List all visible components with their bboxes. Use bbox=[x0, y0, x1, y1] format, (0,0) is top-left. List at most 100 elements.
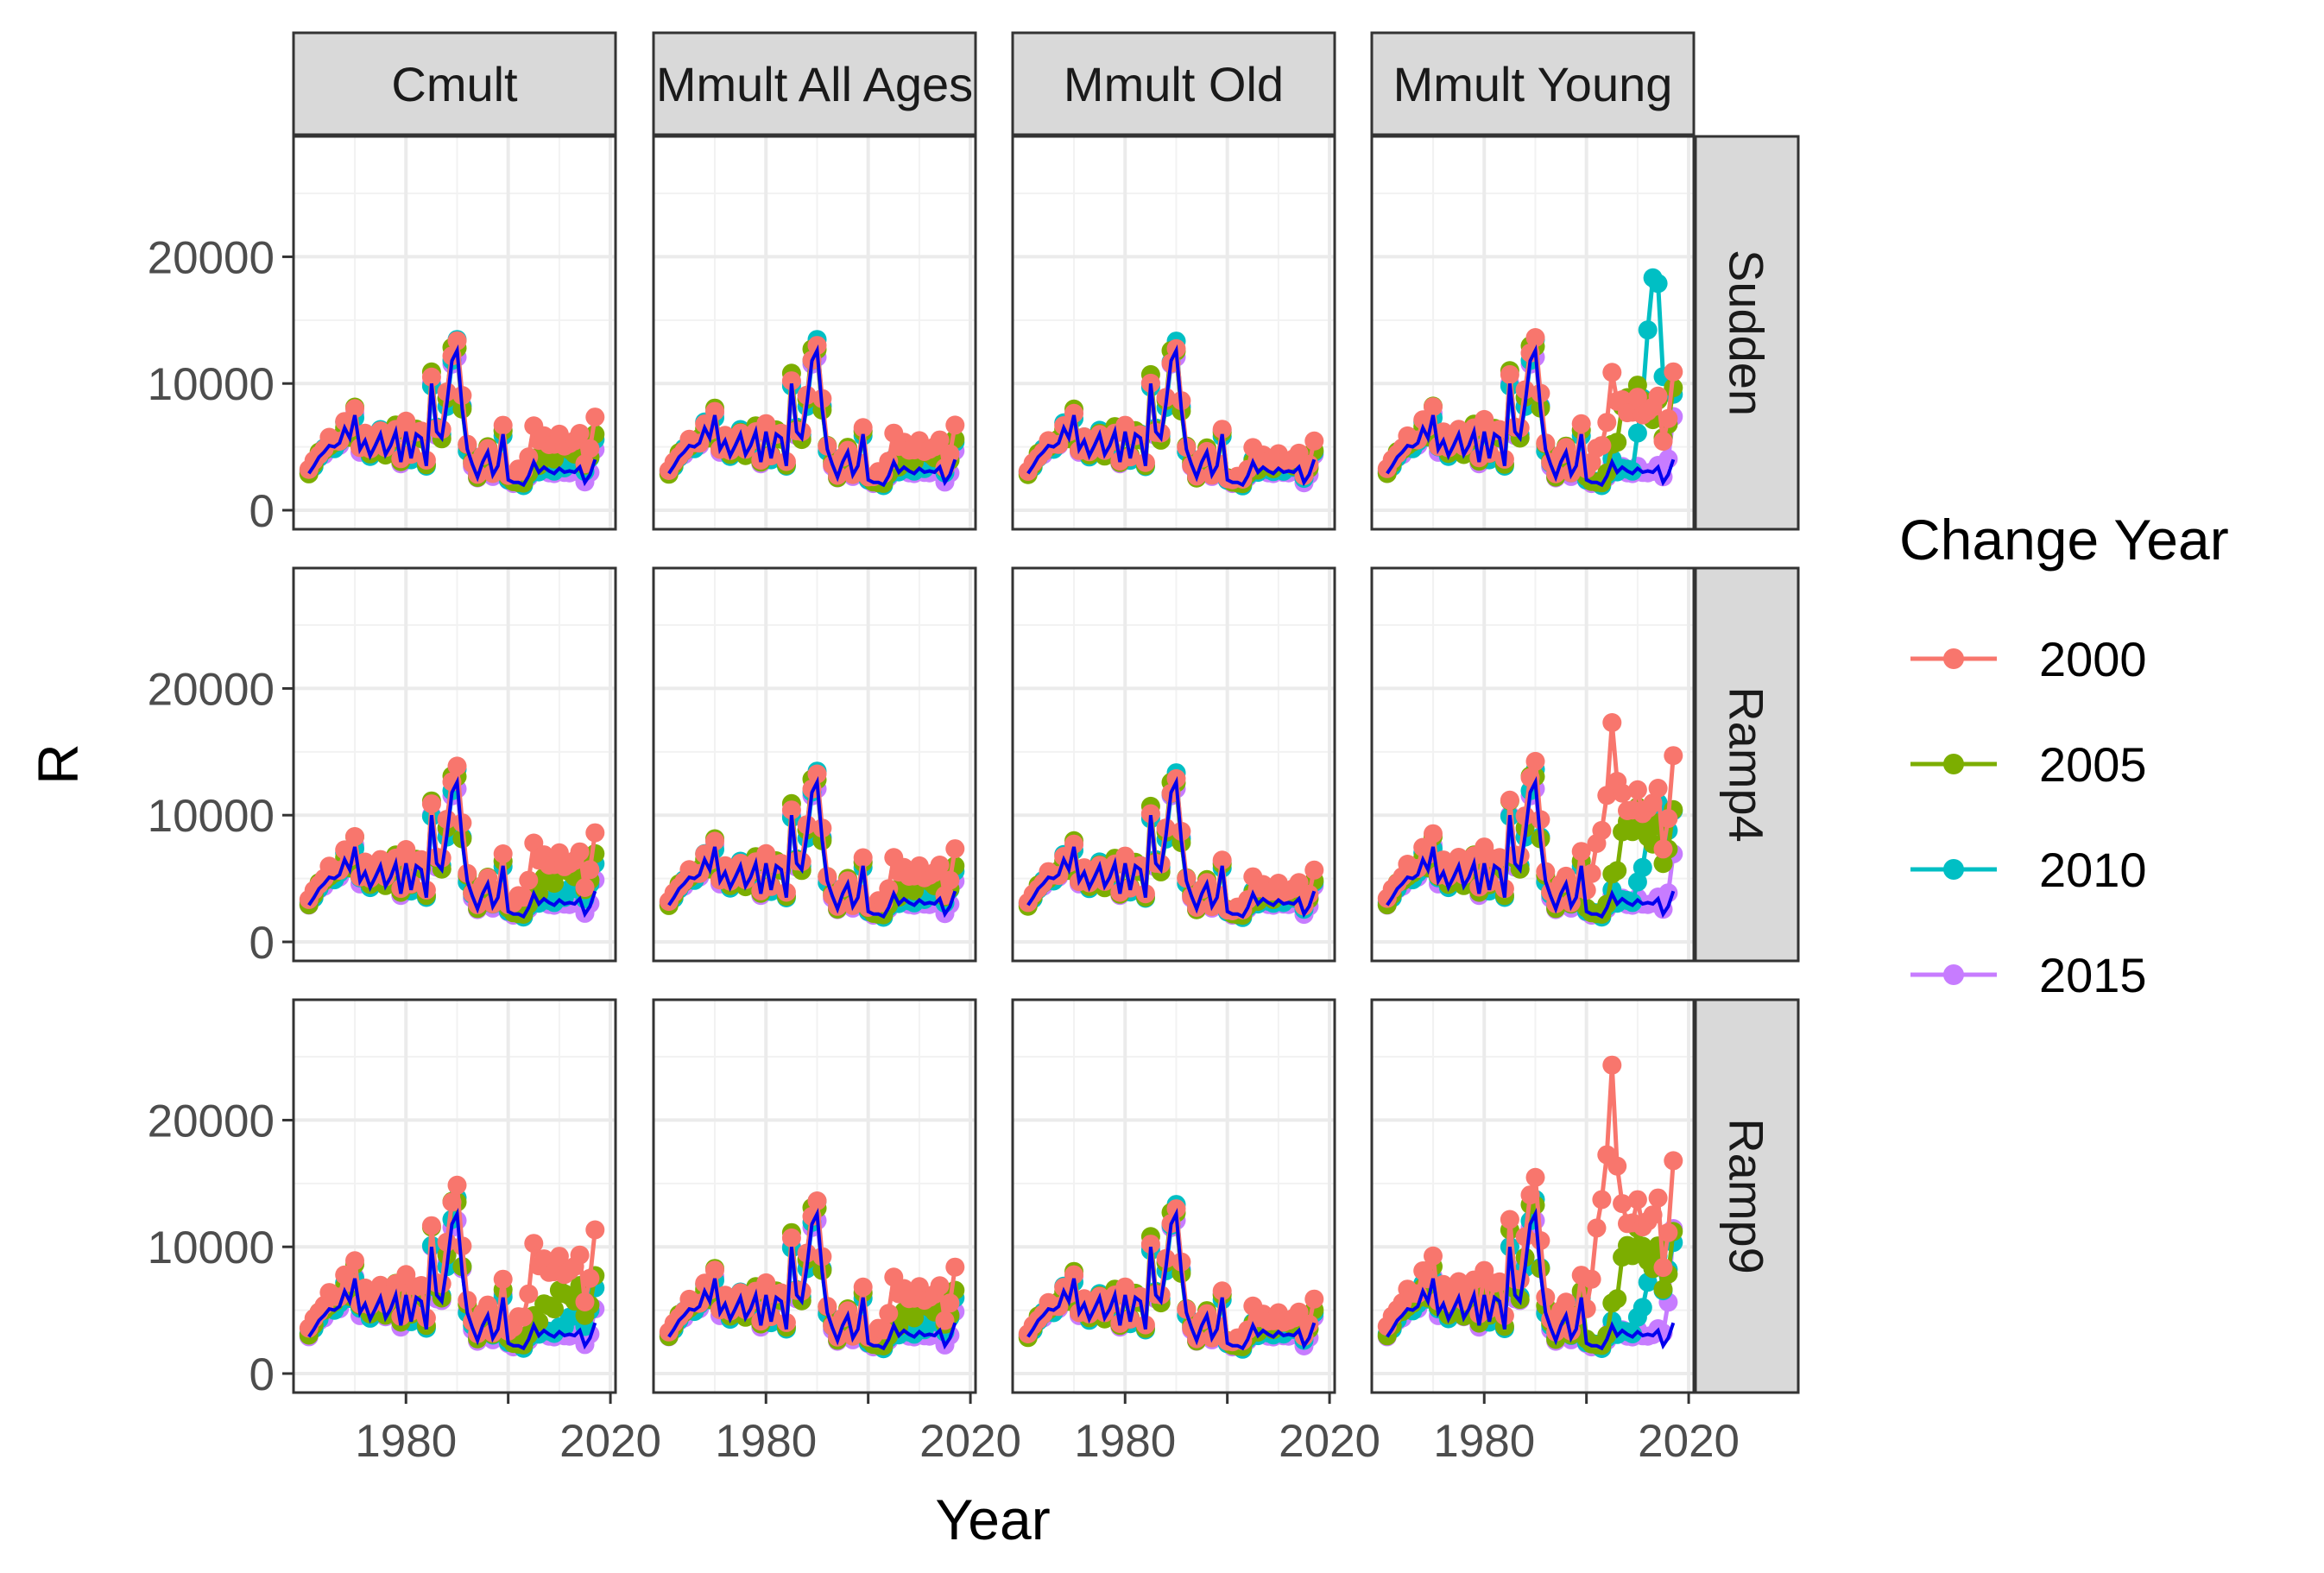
series-point-2000 bbox=[1557, 1292, 1576, 1312]
series-point-2000 bbox=[580, 439, 600, 458]
panel-border bbox=[1370, 135, 1696, 531]
series-point-2000 bbox=[1304, 1289, 1324, 1309]
panel-cmult-sudden bbox=[292, 135, 617, 531]
series-point-2000 bbox=[1648, 386, 1668, 406]
legend-title: Change Year bbox=[1899, 508, 2229, 572]
facet-strip-ramp9: Ramp9 bbox=[1694, 998, 1800, 1394]
baseline-line bbox=[1386, 1207, 1676, 1351]
x-tick-label: 1980 bbox=[355, 1416, 457, 1467]
series-point-2000 bbox=[1613, 1194, 1632, 1214]
legend-entry-2005: 2005 bbox=[1910, 737, 2147, 792]
series-point-2000 bbox=[1582, 1269, 1601, 1289]
series-point-2000 bbox=[853, 848, 873, 868]
facet-strip-background bbox=[292, 31, 617, 136]
x-tick-label: 2020 bbox=[1279, 1416, 1380, 1467]
series-point-2000 bbox=[514, 888, 534, 907]
series-point-2000 bbox=[345, 1251, 364, 1271]
series-point-2000 bbox=[1653, 432, 1673, 452]
legend-key-point bbox=[1943, 859, 1964, 880]
series-point-2000 bbox=[1299, 884, 1319, 904]
facet-strip-label: Ramp4 bbox=[1720, 686, 1774, 843]
series-point-2000 bbox=[570, 842, 590, 862]
x-tick-label: 1980 bbox=[715, 1416, 817, 1467]
y-tick-label: 0 bbox=[249, 486, 275, 537]
series-point-2010 bbox=[1627, 872, 1647, 892]
series-point-2000 bbox=[1571, 842, 1591, 862]
series-point-2000 bbox=[940, 444, 960, 464]
series-point-2000 bbox=[1587, 1218, 1607, 1238]
y-tick-label: 20000 bbox=[148, 1096, 275, 1147]
series-point-2000 bbox=[1664, 746, 1683, 766]
facet-strip-label: Mmult Old bbox=[1064, 57, 1284, 111]
series-point-2000 bbox=[570, 424, 590, 443]
baseline-line bbox=[307, 775, 597, 919]
series-point-2010 bbox=[1632, 1298, 1652, 1317]
facet-strip-mmult-young: Mmult Young bbox=[1370, 31, 1696, 136]
series-point-2000 bbox=[781, 800, 801, 820]
panel-mmult-old-sudden bbox=[1011, 135, 1336, 531]
series-point-2000 bbox=[1607, 1156, 1627, 1176]
y-tick-label: 20000 bbox=[148, 664, 275, 715]
facet-strip-background bbox=[1011, 31, 1336, 136]
y-tick-label: 10000 bbox=[148, 359, 275, 410]
series-point-2000 bbox=[1648, 1188, 1668, 1208]
series-point-2000 bbox=[1520, 1185, 1540, 1205]
series-point-2000 bbox=[1557, 866, 1576, 886]
panel-border bbox=[652, 135, 977, 531]
x-tick-label: 2020 bbox=[559, 1416, 661, 1467]
series-point-2000 bbox=[452, 1236, 472, 1256]
series-point-2000 bbox=[1140, 1235, 1160, 1254]
y-tick-label: 10000 bbox=[148, 791, 275, 842]
series-point-2000 bbox=[874, 1320, 894, 1340]
series-point-2000 bbox=[1212, 850, 1232, 870]
x-axis-mmult-old: 1980 2020 bbox=[1074, 1393, 1380, 1467]
legend-label: 2015 bbox=[2039, 948, 2147, 1002]
x-axis-mmult-young: 1980 2020 bbox=[1433, 1393, 1740, 1467]
series-point-2010 bbox=[1638, 320, 1658, 340]
series-point-2000 bbox=[1424, 1246, 1443, 1266]
series-point-2000 bbox=[705, 1260, 724, 1280]
series-point-2000 bbox=[1602, 1055, 1622, 1075]
series-point-2000 bbox=[1525, 328, 1545, 347]
y-tick-label: 0 bbox=[249, 1349, 275, 1400]
series-point-2005 bbox=[545, 1299, 564, 1319]
legend-key-point bbox=[1943, 964, 1964, 985]
series-point-2000 bbox=[447, 1175, 467, 1195]
series-point-2000 bbox=[1531, 810, 1550, 830]
series-point-2000 bbox=[1664, 362, 1683, 382]
series-point-2000 bbox=[1475, 1260, 1494, 1280]
series-point-2000 bbox=[879, 1304, 899, 1323]
series-point-2000 bbox=[945, 839, 965, 859]
series-point-2000 bbox=[1500, 364, 1519, 384]
series-point-2000 bbox=[1064, 403, 1083, 423]
panel-mmult-young-ramp4 bbox=[1370, 566, 1696, 963]
series-point-2000 bbox=[930, 430, 950, 450]
facet-strip-mmult-all-ages: Mmult All Ages bbox=[652, 31, 977, 136]
facet-strip-sudden: Sudden bbox=[1694, 135, 1800, 531]
series-point-2000 bbox=[1627, 780, 1647, 799]
series-point-2000 bbox=[345, 399, 364, 419]
series-point-2015 bbox=[1658, 883, 1678, 903]
facet-strip-label: Ramp9 bbox=[1720, 1118, 1774, 1274]
series-point-2000 bbox=[1643, 793, 1663, 813]
legend-label: 2010 bbox=[2039, 843, 2147, 897]
panel-mmult-all-ages-sudden bbox=[652, 135, 977, 531]
series-point-2000 bbox=[1531, 1231, 1550, 1250]
baseline-line bbox=[1386, 775, 1676, 919]
series-point-2000 bbox=[421, 367, 441, 387]
series-point-2000 bbox=[1592, 436, 1612, 456]
series-point-2000 bbox=[549, 1247, 569, 1267]
series-point-2000 bbox=[1140, 373, 1160, 393]
panel-cmult-ramp9 bbox=[292, 998, 617, 1394]
y-axis-sudden: 0 10000 20000 bbox=[148, 232, 294, 537]
facet-strip-background bbox=[1694, 998, 1800, 1394]
baseline-line bbox=[1386, 344, 1676, 488]
series-point-2000 bbox=[1212, 420, 1232, 439]
series-point-2000 bbox=[1658, 809, 1678, 829]
baseline-line bbox=[667, 344, 957, 488]
series-point-2000 bbox=[1304, 860, 1324, 880]
series-point-2000 bbox=[1627, 1190, 1647, 1210]
x-axis-mmult-all-ages: 1980 2020 bbox=[715, 1393, 1021, 1467]
series-point-2005 bbox=[1607, 861, 1627, 881]
series-point-2000 bbox=[585, 823, 605, 843]
